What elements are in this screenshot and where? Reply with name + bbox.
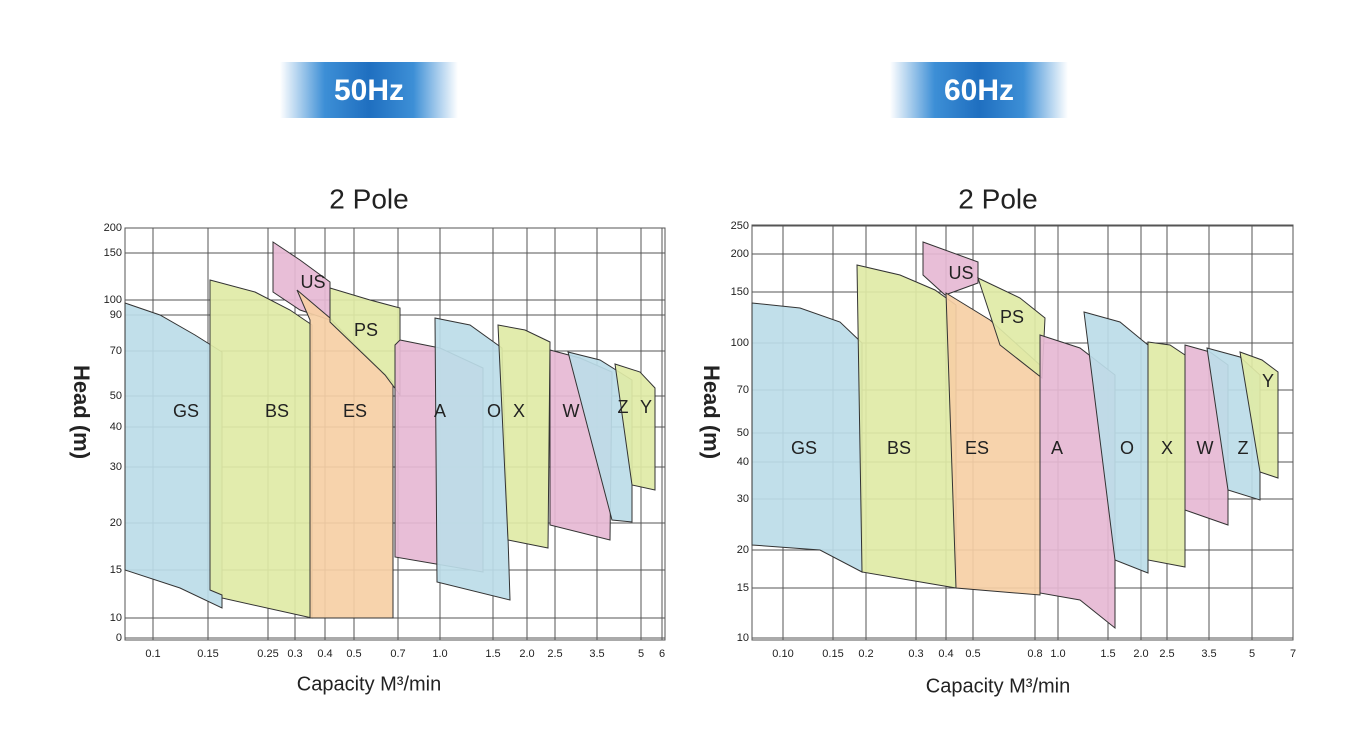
y-axis-label: Head (m) [69,365,94,459]
region [614,363,656,491]
x-tick-label: 1.5 [485,648,500,660]
region-label: BS [887,438,911,458]
y-tick-label: 15 [737,582,749,594]
badge-label: 50Hz [334,74,404,107]
badge-background [280,62,458,118]
y-tick-label: 70 [110,345,122,357]
x-tick-label: 0.3 [908,648,923,660]
badge-background [890,62,1068,118]
y-tick-label: 150 [104,247,122,259]
x-tick-label: 0.15 [822,648,843,660]
y-tick-label: 20 [110,517,122,529]
region [856,264,957,589]
region-label: Y [1262,371,1274,391]
y-tick-label: 100 [731,337,749,349]
x-tick-label: 0.25 [257,648,278,660]
x-tick-label: 0.1 [145,648,160,660]
y-tick-label: 30 [110,461,122,473]
x-tick-label: 2.0 [1133,648,1148,660]
x-tick-label: 0.3 [287,648,302,660]
region-label: GS [791,438,817,458]
x-tick-label: 0.4 [938,648,953,660]
x-tick-label: 2.5 [1159,648,1174,660]
y-tick-label: 10 [737,632,749,644]
y-axis-label: Head (m) [699,365,724,459]
region-label: US [300,272,325,292]
region-label: O [1120,438,1134,458]
region-label: Y [640,397,652,417]
region [922,241,979,296]
y-tick-label: 100 [104,294,122,306]
x-tick-label: 3.5 [589,648,604,660]
x-tick-label: 0.7 [390,648,405,660]
y-tick-label: 70 [737,384,749,396]
region-label: X [1161,438,1173,458]
x-tick-label: 0.10 [772,648,793,660]
x-tick-label: 0.4 [317,648,332,660]
x-tick-label: 3.5 [1201,648,1216,660]
region-label: W [1197,438,1214,458]
x-axis-label: Capacity M³/min [926,675,1070,697]
region-label: X [513,401,525,421]
chart-title: 2 Pole [329,183,408,214]
region-label: PS [354,320,378,340]
x-tick-label: 7 [1290,648,1296,660]
x-tick-label: 1.0 [1050,648,1065,660]
region [209,279,313,619]
x-tick-label: 0.5 [346,648,361,660]
y-tick-label: 200 [731,248,749,260]
x-tick-label: 0.8 [1027,648,1042,660]
y-tick-label: 50 [737,427,749,439]
y-tick-label: 40 [737,456,749,468]
region [434,317,511,601]
region-label: A [434,401,446,421]
x-tick-label: 5 [638,648,644,660]
x-tick-label: 1.5 [1100,648,1115,660]
region-label: ES [965,438,989,458]
x-tick-label: 0.2 [858,648,873,660]
y-tick-label: 10 [110,612,122,624]
y-tick-label: 200 [104,222,122,234]
x-tick-label: 6 [659,648,665,660]
y-tick-label: 150 [731,286,749,298]
y-tick-label: 0 [116,632,122,644]
x-axis-label: Capacity M³/min [297,673,441,695]
y-tick-label: 90 [110,309,122,321]
y-tick-label: 50 [110,390,122,402]
chart-title: 2 Pole [958,183,1037,214]
x-tick-label: 0.5 [965,648,980,660]
region-label: W [563,401,580,421]
region-label: A [1051,438,1063,458]
x-tick-label: 0.15 [197,648,218,660]
region-label: US [948,263,973,283]
region-label: Z [1238,438,1249,458]
x-tick-label: 1.0 [432,648,447,660]
region-label: O [487,401,501,421]
region [1239,351,1279,479]
x-tick-label: 5 [1249,648,1255,660]
y-tick-label: 15 [110,564,122,576]
y-tick-label: 30 [737,493,749,505]
region-label: BS [265,401,289,421]
region-label: PS [1000,307,1024,327]
x-tick-label: 2.5 [547,648,562,660]
badge-label: 60Hz [944,74,1014,107]
y-tick-label: 40 [110,421,122,433]
y-tick-label: 250 [731,220,749,232]
region [124,302,223,609]
x-tick-label: 2.0 [519,648,534,660]
region [497,324,551,549]
region-label: Z [618,397,629,417]
region-label: ES [343,401,367,421]
region-label: GS [173,401,199,421]
y-tick-label: 20 [737,544,749,556]
